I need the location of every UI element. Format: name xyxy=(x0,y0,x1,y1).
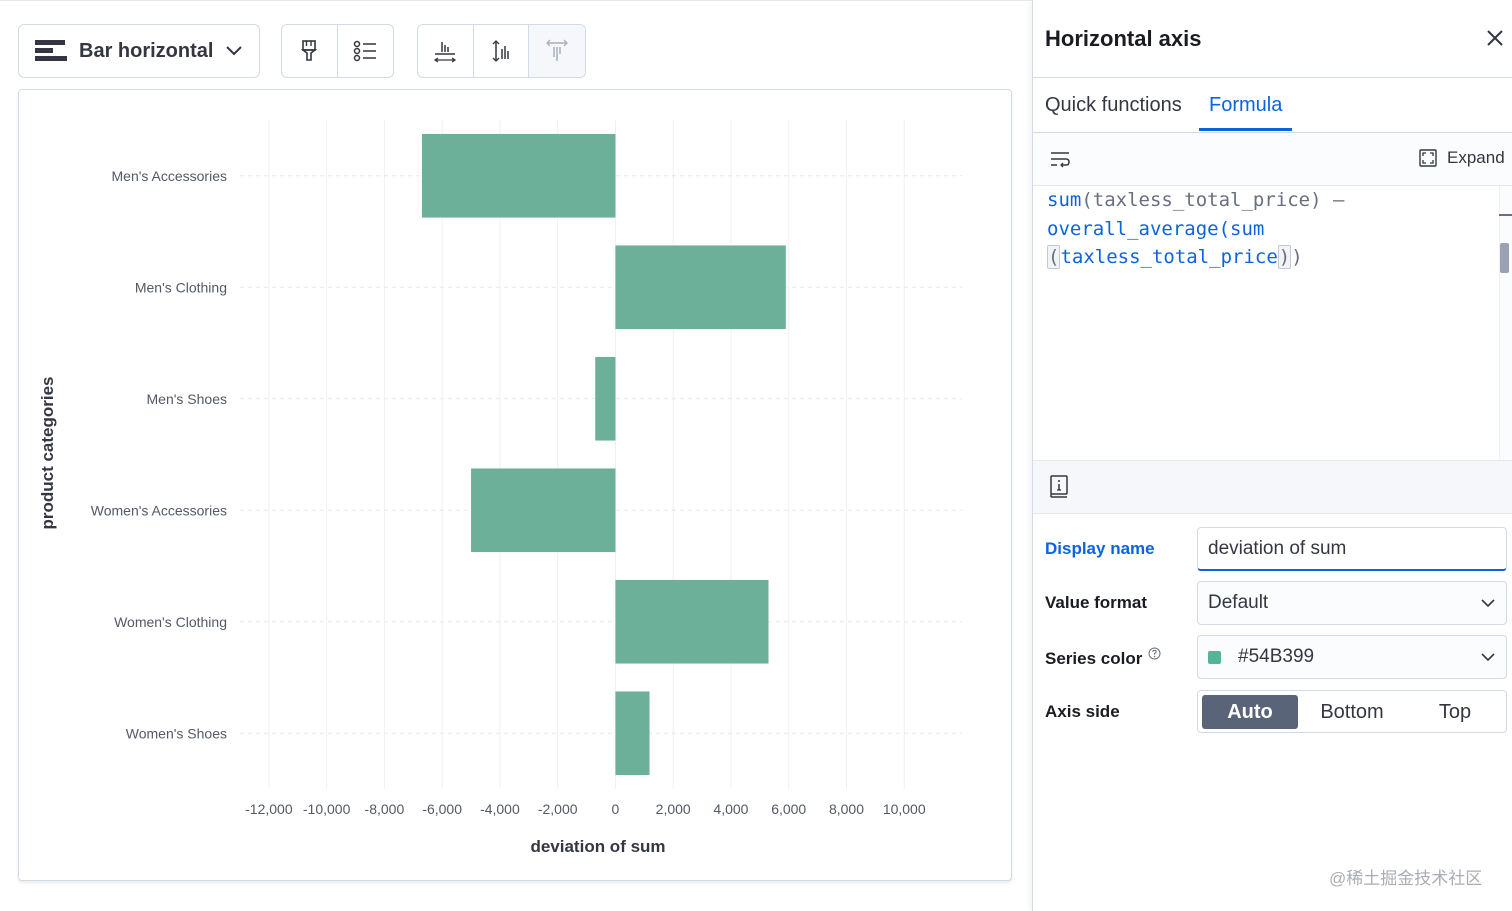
expand-icon xyxy=(1419,149,1437,167)
left-axis-icon xyxy=(492,40,509,62)
y-axis-title: product categories xyxy=(38,376,57,530)
chevron-down-icon xyxy=(1481,653,1495,662)
documentation-icon xyxy=(1050,475,1068,498)
x-tick-label: -12,000 xyxy=(245,801,293,817)
bar xyxy=(471,468,616,553)
series-color-label-text: Series color xyxy=(1045,649,1143,668)
x-tick-label: 8,000 xyxy=(829,801,864,817)
question-icon[interactable] xyxy=(1148,647,1161,660)
right-axis-button[interactable] xyxy=(529,25,585,77)
axis-settings-group xyxy=(417,24,586,78)
watermark: @稀土掘金技术社区 xyxy=(1329,869,1483,888)
axis-side-button-group: Auto Bottom Top xyxy=(1197,690,1507,733)
expand-label: Expand xyxy=(1447,148,1505,167)
x-tick-label: 6,000 xyxy=(771,801,806,817)
formula-line-3: (taxless_total_price)) xyxy=(1047,245,1303,269)
x-tick-label: 4,000 xyxy=(713,801,748,817)
x-axis-icon xyxy=(434,42,457,63)
chart-type-switcher[interactable]: Bar horizontal xyxy=(18,24,260,78)
y-tick-label: Men's Shoes xyxy=(147,391,228,407)
x-tick-label: -4,000 xyxy=(480,801,520,817)
paintbrush-icon xyxy=(300,40,318,61)
formula-bracket: ) xyxy=(1291,246,1303,268)
close-icon xyxy=(1487,30,1503,46)
formula-editor-toolbar: Expand xyxy=(1033,133,1512,186)
formula-fn: sum xyxy=(1047,189,1082,211)
bottom-cut-text: · xyxy=(22,906,26,911)
active-tab-indicator xyxy=(1199,128,1292,131)
flyout-title: Horizontal axis xyxy=(1045,26,1202,51)
expand-button[interactable]: Expand xyxy=(1419,148,1505,168)
divider xyxy=(1033,77,1512,78)
chevron-down-icon xyxy=(1481,599,1495,608)
x-tick-label: -8,000 xyxy=(365,801,405,817)
bottom-axis-button[interactable] xyxy=(418,25,474,77)
x-tick-label: 0 xyxy=(612,801,620,817)
divider xyxy=(1033,132,1512,133)
function-tabs: Quick functions Formula xyxy=(1033,78,1512,132)
scrollbar-thumb[interactable] xyxy=(1500,243,1509,273)
tab-formula[interactable]: Formula xyxy=(1209,94,1283,116)
tab-quick-functions[interactable]: Quick functions xyxy=(1045,94,1182,116)
formula-editor-footer xyxy=(1033,460,1512,514)
x-tick-label: -6,000 xyxy=(422,801,462,817)
bar xyxy=(615,579,769,664)
color-swatch xyxy=(1208,650,1221,664)
formula-field: taxless_total_price xyxy=(1060,246,1278,268)
workspace: Bar horizontal xyxy=(0,0,1032,911)
x-tick-label: 2,000 xyxy=(656,801,691,817)
axis-side-top[interactable]: Top xyxy=(1438,700,1472,723)
series-color-label: Series color xyxy=(1045,647,1161,669)
dimension-editor-flyout: Horizontal axis Quick functions Formula … xyxy=(1032,0,1512,911)
formula-reference-button[interactable] xyxy=(1049,475,1069,504)
value-format-value: Default xyxy=(1208,592,1269,613)
x-tick-label: -10,000 xyxy=(303,801,351,817)
formula-line-2: overall_average(sum xyxy=(1047,217,1265,240)
value-format-select[interactable]: Default xyxy=(1197,581,1507,625)
x-axis-title: deviation of sum xyxy=(530,837,666,856)
legend-button[interactable] xyxy=(338,25,394,77)
right-axis-icon xyxy=(546,39,569,61)
legend-list-icon xyxy=(354,40,377,62)
chevron-down-icon xyxy=(226,46,242,56)
chart-type-label: Bar horizontal xyxy=(79,39,214,62)
y-tick-label: Men's Clothing xyxy=(135,279,227,295)
bar xyxy=(615,245,786,330)
series-color-picker[interactable]: #54B399 xyxy=(1197,635,1507,679)
formula-bracket: ( xyxy=(1047,245,1061,269)
visual-options-button[interactable] xyxy=(282,25,338,77)
formula-text: (taxless_total_price) – xyxy=(1081,189,1345,211)
display-name-input[interactable]: deviation of sum xyxy=(1197,527,1507,571)
display-name-label: Display name xyxy=(1045,539,1155,558)
y-tick-label: Men's Accessories xyxy=(112,168,228,184)
series-color-value: #54B399 xyxy=(1238,646,1315,667)
bar xyxy=(615,691,650,776)
bar-chart: Men's Accessories Men's Clothing Men's Sho… xyxy=(91,120,962,817)
scrollbar-marker xyxy=(1499,214,1512,216)
value-format-label: Value format xyxy=(1045,593,1148,612)
y-tick-label: Women's Accessories xyxy=(91,502,227,518)
close-button[interactable] xyxy=(1483,26,1507,50)
axis-side-label: Axis side xyxy=(1045,702,1120,721)
style-legend-group xyxy=(281,24,394,78)
axis-side-auto[interactable]: Auto xyxy=(1202,695,1298,729)
bar xyxy=(595,356,616,441)
bar xyxy=(421,133,616,218)
formula-line-1: sum(taxless_total_price) – xyxy=(1047,189,1344,211)
left-axis-button[interactable] xyxy=(474,25,530,77)
x-tick-label: -2,000 xyxy=(538,801,578,817)
bar-horizontal-icon xyxy=(35,40,67,61)
editor-scrollbar[interactable] xyxy=(1499,186,1512,460)
formula-bracket: ) xyxy=(1277,245,1292,269)
axis-side-bottom[interactable]: Bottom xyxy=(1320,700,1384,723)
word-wrap-icon xyxy=(1051,152,1070,168)
formula-code-editor[interactable]: sum(taxless_total_price) – overall_avera… xyxy=(1047,186,1497,272)
y-tick-label: Women's Shoes xyxy=(126,725,227,741)
word-wrap-button[interactable] xyxy=(1049,149,1071,174)
x-tick-label: 10,000 xyxy=(883,801,926,817)
y-tick-label: Women's Clothing xyxy=(114,614,227,630)
